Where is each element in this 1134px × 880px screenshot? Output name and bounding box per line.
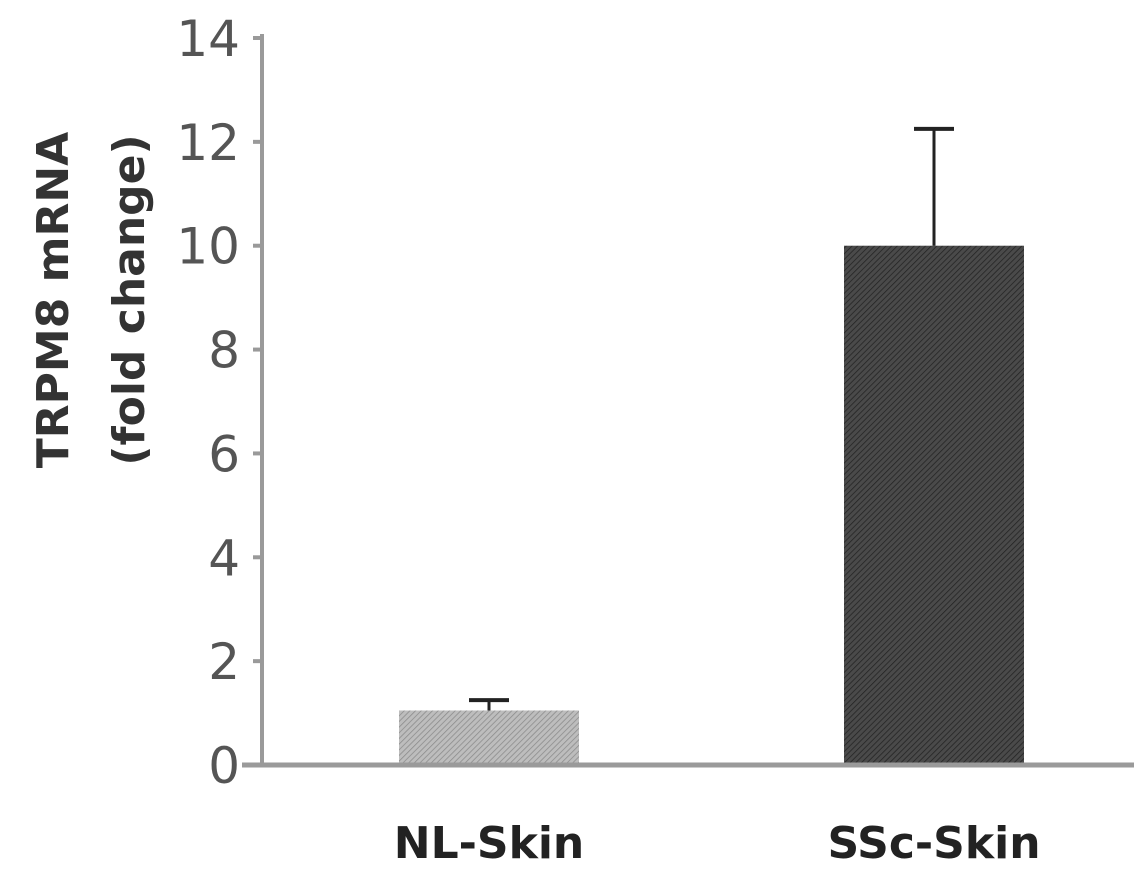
y-tick-label: 12	[176, 114, 240, 172]
axes	[242, 34, 1134, 768]
error-bars	[469, 126, 954, 711]
y-tick-label: 0	[208, 737, 240, 795]
bar-ssc-skin	[844, 245, 1024, 765]
y-axis-title: TRPM8 mRNA (fold change)	[28, 132, 155, 468]
x-category-label: SSc-Skin	[827, 818, 1040, 869]
y-tick-label: 10	[176, 218, 240, 276]
y-tick-label: 14	[176, 10, 240, 68]
y-tick-label: 2	[208, 633, 240, 691]
bar-nl-skin	[399, 710, 579, 765]
bars	[399, 245, 1024, 765]
x-category-label: NL-Skin	[394, 818, 584, 869]
x-axis-categories: NL-Skin SSc-Skin	[394, 818, 1041, 869]
y-axis-title-line-1: TRPM8 mRNA	[28, 132, 79, 468]
y-tick-label: 6	[208, 425, 240, 483]
y-tick-label: 4	[208, 529, 240, 587]
y-tick-label: 8	[208, 322, 240, 380]
y-axis-title-line-2: (fold change)	[104, 134, 155, 465]
y-axis-ticks: 0 2 4 6 8 10 12 14	[176, 10, 262, 795]
